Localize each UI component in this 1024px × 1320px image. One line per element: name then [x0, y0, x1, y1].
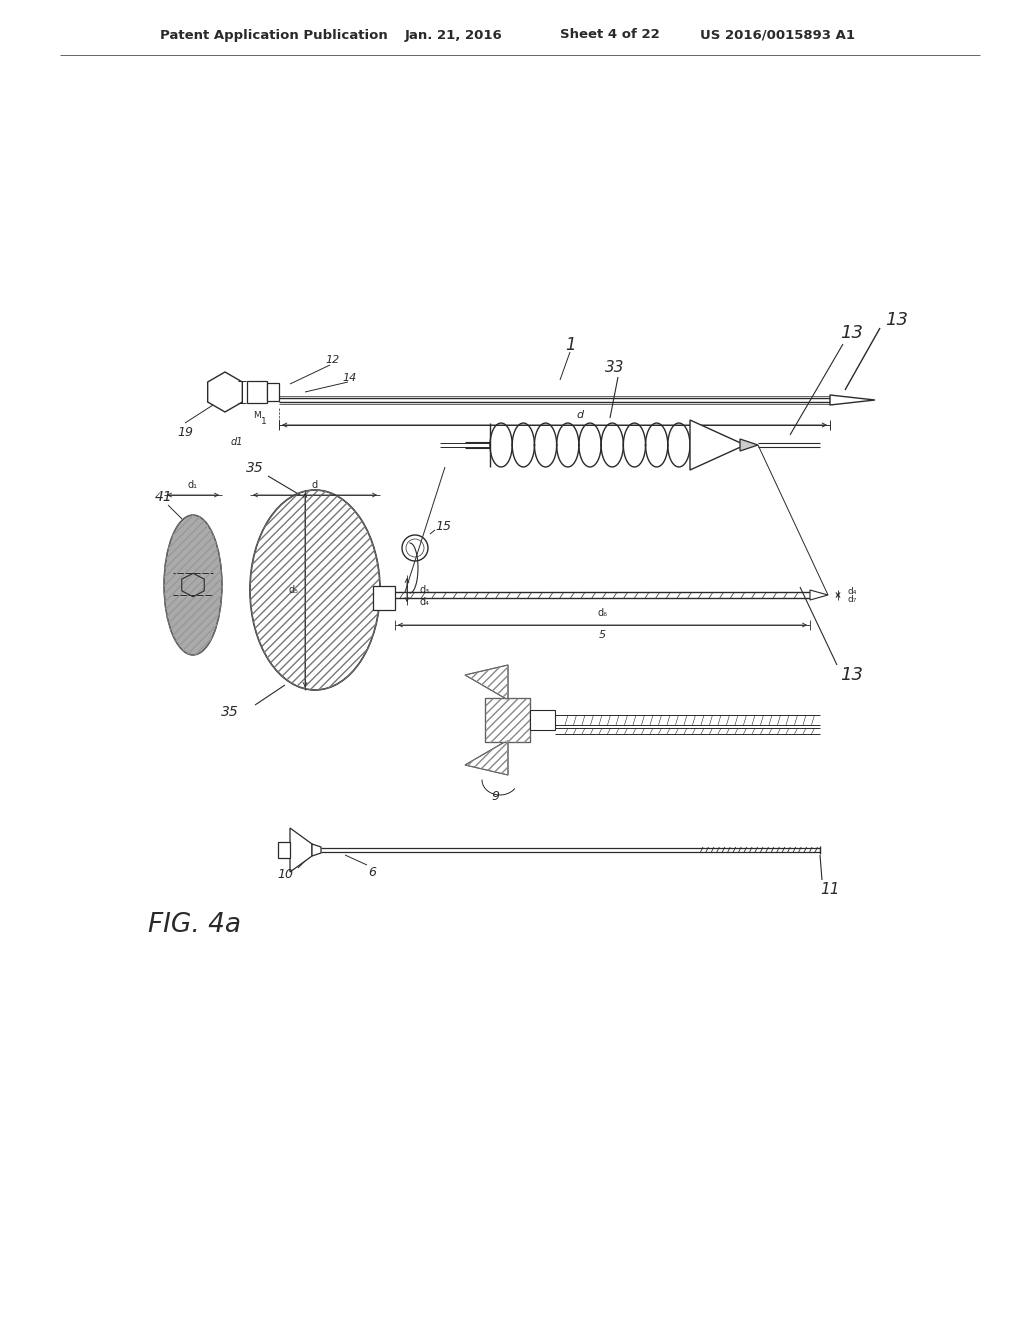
Text: 11: 11 — [820, 883, 840, 898]
Text: 9: 9 — [490, 791, 499, 804]
Text: US 2016/0015893 A1: US 2016/0015893 A1 — [700, 29, 855, 41]
Text: 41: 41 — [155, 490, 173, 504]
Text: Sheet 4 of 22: Sheet 4 of 22 — [560, 29, 659, 41]
Bar — [373, 586, 395, 610]
Text: 5: 5 — [598, 630, 605, 640]
Text: Patent Application Publication: Patent Application Publication — [160, 29, 388, 41]
Text: 13: 13 — [840, 667, 863, 684]
Text: d₇: d₇ — [848, 595, 857, 605]
Ellipse shape — [164, 515, 222, 655]
Text: d₆: d₆ — [597, 609, 607, 618]
Text: d: d — [312, 480, 318, 490]
Text: 35: 35 — [221, 705, 239, 719]
Text: 12: 12 — [325, 355, 339, 366]
Text: d₃: d₃ — [419, 585, 429, 595]
Text: 35: 35 — [246, 461, 264, 475]
Text: d₄: d₄ — [419, 597, 429, 607]
Polygon shape — [465, 665, 508, 700]
Text: 13: 13 — [840, 323, 863, 342]
Text: 33: 33 — [605, 360, 625, 375]
Polygon shape — [690, 420, 745, 470]
Text: 1: 1 — [261, 417, 267, 426]
Polygon shape — [278, 842, 290, 858]
Text: 6: 6 — [368, 866, 376, 879]
Text: FIG. 4a: FIG. 4a — [148, 912, 241, 939]
Text: M: M — [253, 411, 261, 420]
Polygon shape — [290, 828, 312, 873]
Text: 13: 13 — [885, 312, 908, 329]
Text: d: d — [577, 411, 584, 420]
Text: 14: 14 — [342, 374, 356, 383]
Bar — [530, 710, 555, 730]
Bar — [267, 383, 279, 401]
Text: 15: 15 — [435, 520, 451, 532]
Polygon shape — [465, 741, 508, 775]
Text: d₄: d₄ — [848, 587, 857, 597]
Text: 10: 10 — [278, 869, 293, 882]
Ellipse shape — [250, 490, 380, 690]
Polygon shape — [810, 590, 828, 601]
Text: 1: 1 — [564, 337, 575, 354]
Polygon shape — [312, 843, 321, 855]
FancyBboxPatch shape — [484, 698, 530, 742]
Text: 19: 19 — [177, 425, 193, 438]
Text: d1: d1 — [230, 437, 244, 447]
Text: d₁: d₁ — [188, 480, 198, 490]
Polygon shape — [740, 440, 758, 451]
Text: Jan. 21, 2016: Jan. 21, 2016 — [406, 29, 503, 41]
Bar — [247, 381, 267, 403]
Text: d₅: d₅ — [288, 585, 298, 595]
Polygon shape — [830, 395, 874, 405]
